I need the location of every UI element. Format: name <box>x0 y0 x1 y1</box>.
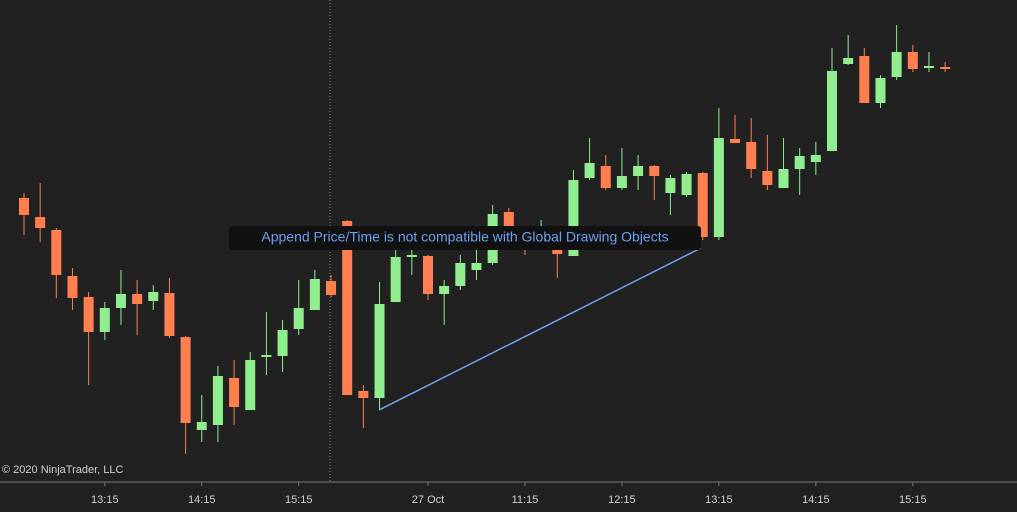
candle-body <box>665 178 676 193</box>
candle-body <box>762 171 773 185</box>
candle-body <box>810 155 821 162</box>
x-tick-label: 14:15 <box>802 494 830 506</box>
x-tick-label: 11:15 <box>512 494 539 506</box>
candle-body <box>455 263 466 286</box>
candle-body <box>374 304 385 398</box>
x-tick-label: 13:15 <box>91 494 119 506</box>
annotation-box <box>229 226 701 250</box>
candle-body <box>277 330 288 356</box>
candle-body <box>326 281 337 295</box>
candle-body <box>148 292 159 301</box>
x-tick-label: 12:15 <box>608 494 636 506</box>
candle-body <box>19 198 29 215</box>
candle-body <box>261 355 272 357</box>
candle-body <box>713 138 724 237</box>
candle-body <box>778 169 789 188</box>
candle-body <box>293 308 304 329</box>
candle-body <box>245 360 256 410</box>
candle-body <box>132 294 143 304</box>
x-tick-label: 27 Oct <box>412 494 444 506</box>
candle-body <box>730 139 741 143</box>
candle-body <box>358 391 369 398</box>
candle-body <box>309 279 320 310</box>
candle-body <box>697 173 708 237</box>
candle-body <box>35 217 46 228</box>
candle-body <box>342 221 353 395</box>
candle-body <box>923 66 934 68</box>
copyright: © 2020 NinjaTrader, LLC <box>2 464 123 476</box>
x-tick-label: 15:15 <box>899 494 927 506</box>
candle-body <box>115 294 126 308</box>
candle-body <box>940 67 951 69</box>
candle-body <box>746 142 757 169</box>
candle-body <box>229 378 240 407</box>
candle-body <box>843 58 854 64</box>
candle-body <box>859 56 870 103</box>
candle-body <box>616 176 627 188</box>
x-tick-label: 14:15 <box>188 494 216 506</box>
candle-body <box>99 308 110 332</box>
candle-body <box>51 230 62 275</box>
candle-body <box>794 156 805 169</box>
candle-body <box>875 78 886 103</box>
candle-body <box>406 255 417 257</box>
x-tick-label: 15:15 <box>285 494 313 506</box>
candle-body <box>196 422 207 430</box>
candle-body <box>584 163 595 178</box>
candle-body <box>649 166 660 176</box>
candle-body <box>633 166 644 176</box>
candle-body <box>423 256 433 294</box>
candle-body <box>439 286 450 294</box>
candle-body <box>503 212 514 230</box>
candle-body <box>568 180 579 256</box>
candle-body <box>891 52 902 77</box>
candle-body <box>180 337 191 423</box>
candle-body <box>471 263 482 270</box>
candle-body <box>67 276 78 298</box>
candle-body <box>681 174 692 195</box>
candle-body <box>600 166 611 188</box>
candle-body <box>164 293 175 336</box>
candle-body <box>212 376 223 425</box>
candle-body <box>827 71 837 151</box>
annotation: Append Price/Time is not compatible with… <box>261 229 668 245</box>
x-tick-label: 13:15 <box>705 494 733 506</box>
candle-body <box>390 257 401 302</box>
trend-line <box>378 247 702 411</box>
candle-body <box>83 297 94 332</box>
candle-body <box>907 52 918 69</box>
